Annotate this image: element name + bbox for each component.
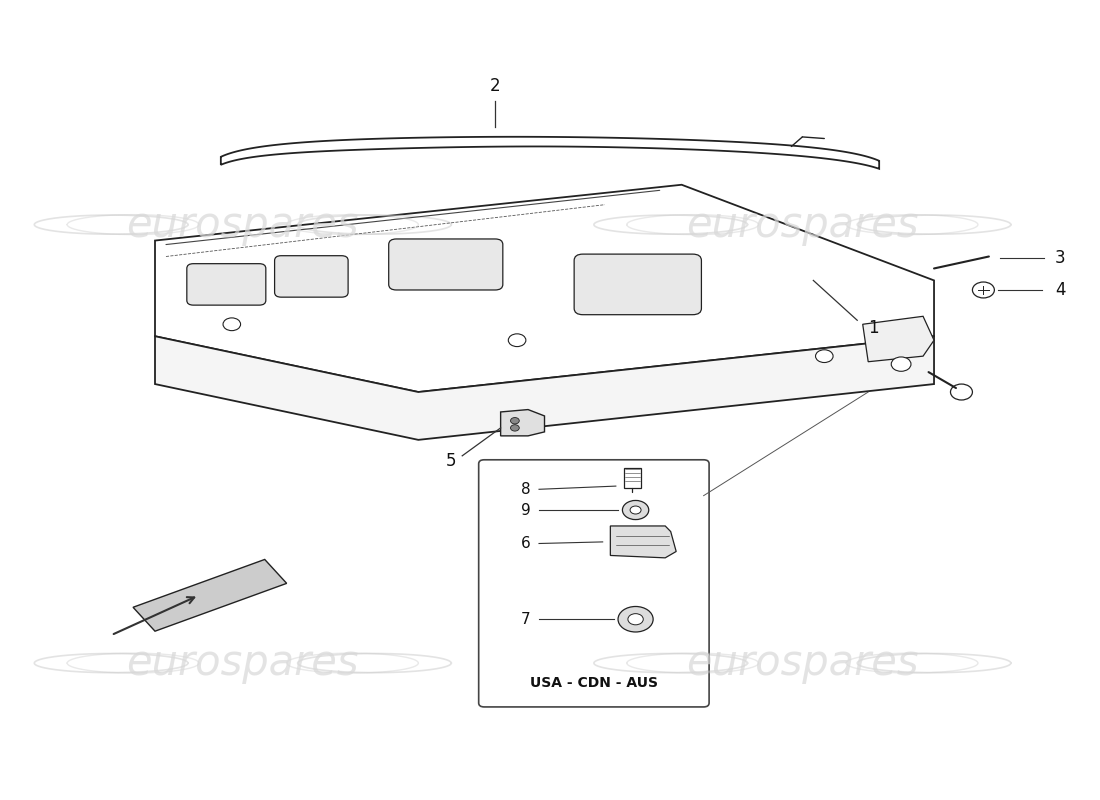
Circle shape xyxy=(508,334,526,346)
Circle shape xyxy=(630,506,641,514)
Circle shape xyxy=(891,357,911,371)
Polygon shape xyxy=(862,316,934,362)
Text: 8: 8 xyxy=(520,482,530,497)
FancyBboxPatch shape xyxy=(478,460,710,707)
FancyBboxPatch shape xyxy=(574,254,702,314)
Polygon shape xyxy=(221,137,879,169)
Circle shape xyxy=(628,614,643,625)
Polygon shape xyxy=(155,336,934,440)
Circle shape xyxy=(223,318,241,330)
FancyBboxPatch shape xyxy=(187,264,266,305)
Text: eurospares: eurospares xyxy=(686,204,918,246)
Text: 7: 7 xyxy=(520,612,530,626)
Text: eurospares: eurospares xyxy=(126,642,359,684)
Circle shape xyxy=(510,418,519,424)
Circle shape xyxy=(510,425,519,431)
Text: USA - CDN - AUS: USA - CDN - AUS xyxy=(530,676,658,690)
Text: 9: 9 xyxy=(520,502,530,518)
Circle shape xyxy=(815,350,833,362)
Text: 1: 1 xyxy=(868,319,879,338)
Circle shape xyxy=(618,606,653,632)
Circle shape xyxy=(623,501,649,519)
Circle shape xyxy=(972,282,994,298)
Polygon shape xyxy=(610,526,676,558)
Circle shape xyxy=(950,384,972,400)
Text: eurospares: eurospares xyxy=(126,204,359,246)
Bar xyxy=(624,468,641,488)
Text: 6: 6 xyxy=(520,536,530,551)
FancyBboxPatch shape xyxy=(388,239,503,290)
Text: 5: 5 xyxy=(446,452,456,470)
Text: 4: 4 xyxy=(1055,281,1066,299)
Polygon shape xyxy=(133,559,287,631)
Text: 3: 3 xyxy=(1055,249,1066,267)
Polygon shape xyxy=(500,410,544,436)
Text: eurospares: eurospares xyxy=(686,642,918,684)
FancyBboxPatch shape xyxy=(275,256,348,297)
Polygon shape xyxy=(155,185,934,392)
Text: 2: 2 xyxy=(490,78,500,95)
